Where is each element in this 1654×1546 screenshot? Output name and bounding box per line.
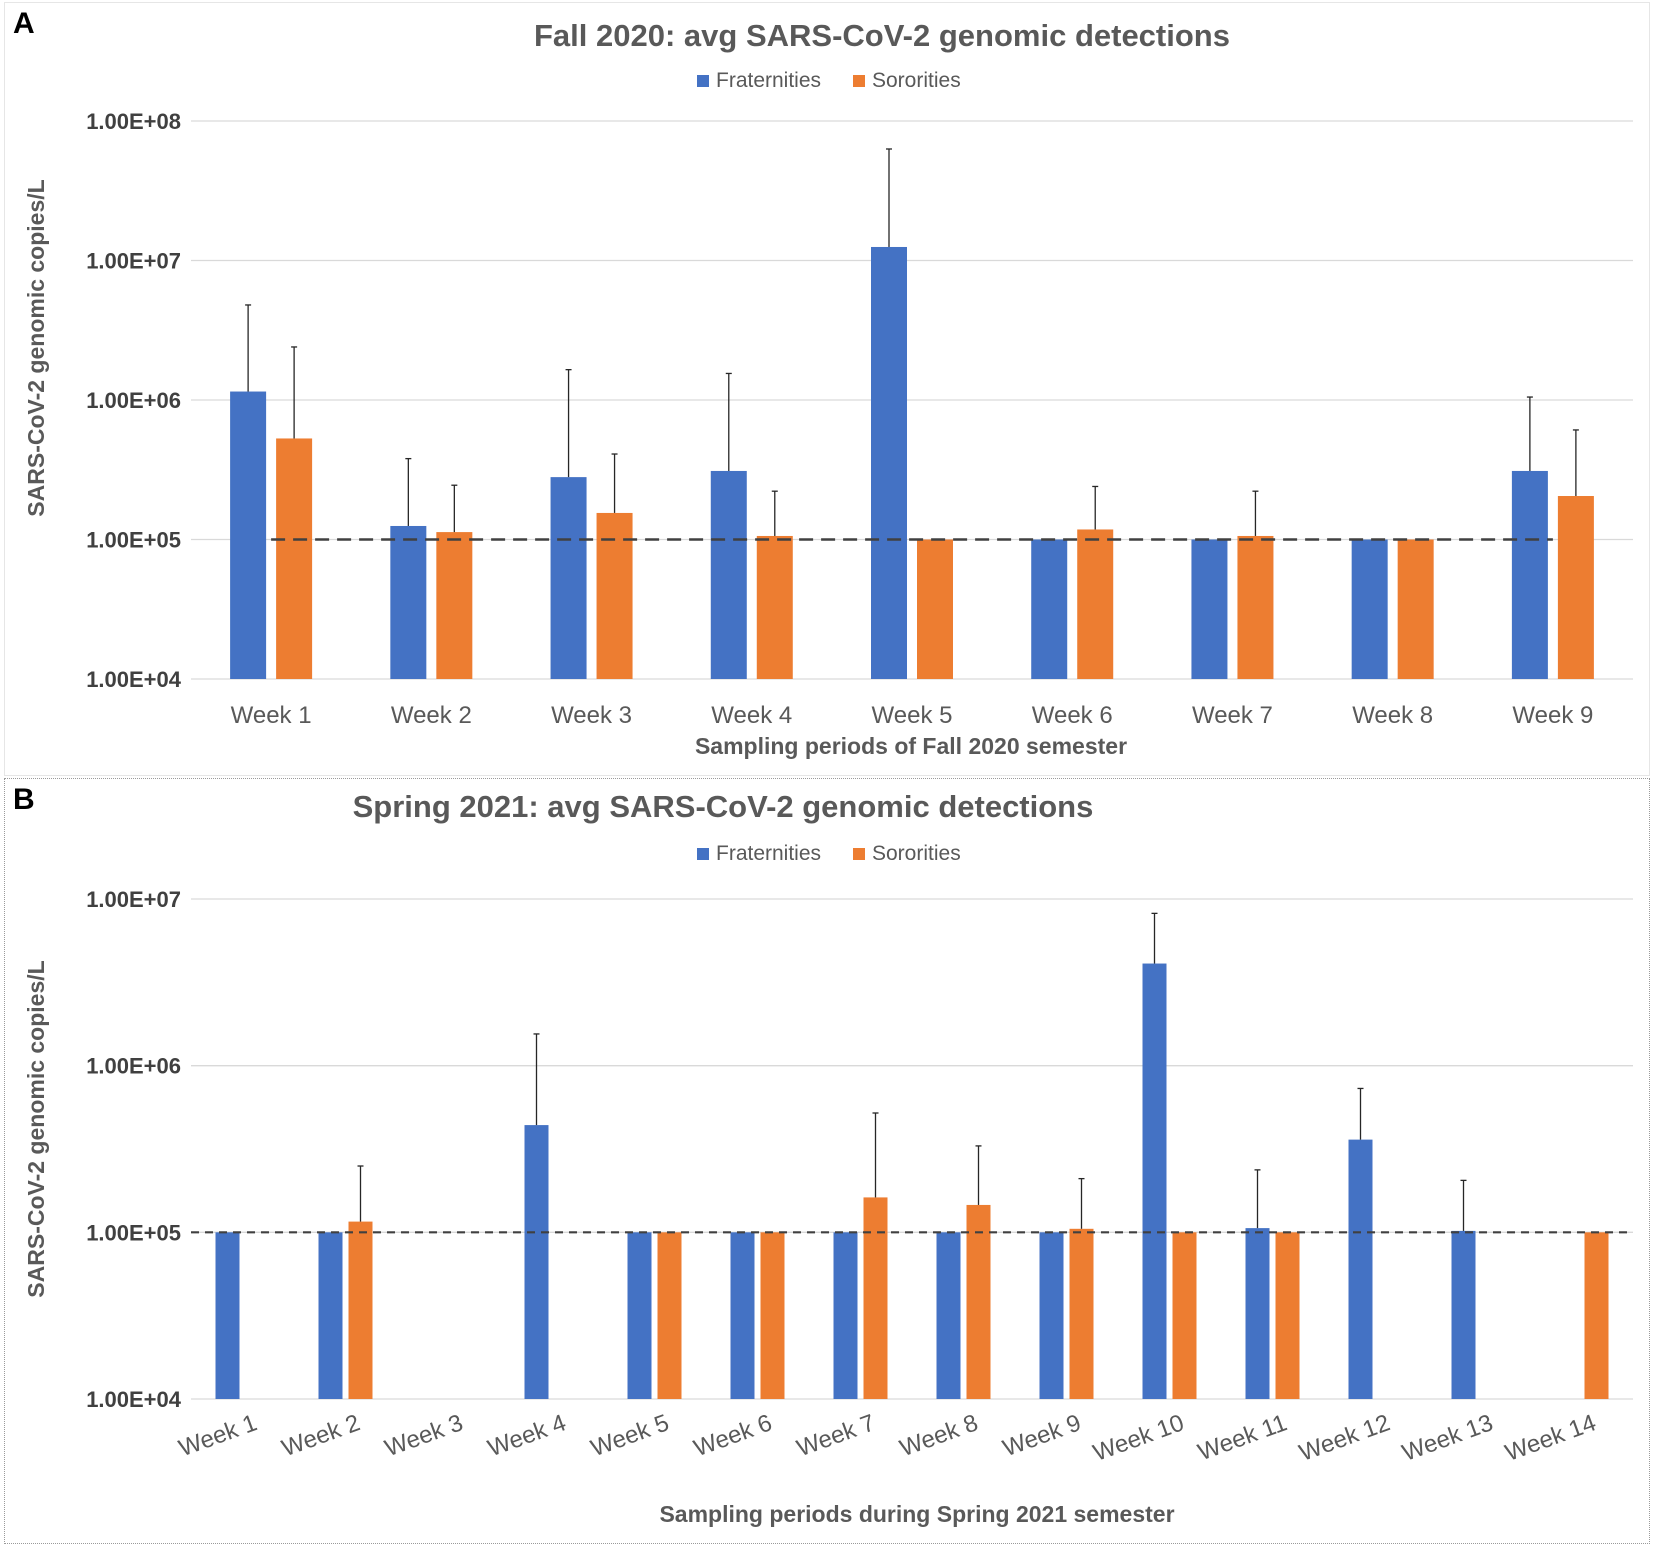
bar-sororities-week-7 (1237, 535, 1274, 679)
chart-a-title: Fall 2020: avg SARS-CoV-2 genomic detect… (534, 18, 1230, 53)
x-tick-label: Week 9 (999, 1409, 1084, 1462)
y-tick-label: 1.00E+04 (86, 667, 182, 692)
bar-sororities-week-9 (1557, 496, 1594, 679)
x-tick-label: Week 1 (231, 702, 312, 729)
bar-fraternities-week-7 (833, 1232, 858, 1399)
bar-sororities-week-3 (596, 512, 633, 679)
bar-sororities-week-11 (1275, 1232, 1300, 1399)
x-tick-label: Week 4 (484, 1409, 569, 1462)
legend-a-sororities-swatch (853, 75, 865, 87)
bar-fraternities-week-4 (710, 470, 747, 679)
bar-fraternities-week-7 (1191, 539, 1228, 679)
chart-b-title: Spring 2021: avg SARS-CoV-2 genomic dete… (353, 789, 1094, 824)
chart-a-legend: Fraternities Sororities (697, 69, 961, 92)
y-tick-label: 1.00E+07 (86, 249, 181, 274)
bar-fraternities-week-2 (390, 525, 427, 679)
y-tick-label: 1.00E+06 (86, 1054, 181, 1079)
bar-fraternities-week-2 (318, 1232, 343, 1399)
x-tick-label: Week 5 (587, 1409, 672, 1462)
x-tick-label: Week 10 (1090, 1409, 1188, 1467)
x-tick-label: Week 12 (1296, 1409, 1394, 1467)
x-tick-label: Week 11 (1194, 1409, 1290, 1466)
x-tick-label: Week 3 (551, 702, 632, 729)
bar-sororities-week-8 (1397, 539, 1434, 679)
bar-fraternities-week-5 (871, 246, 907, 679)
bar-fraternities-week-1 (230, 391, 267, 679)
x-tick-label: Week 2 (278, 1409, 363, 1462)
chart-b-y-axis-title: SARS-CoV-2 genomic copies/L (23, 960, 49, 1297)
chart-a-y-axis-title: SARS-CoV-2 genomic copies/L (23, 179, 49, 516)
y-tick-label: 1.00E+05 (86, 528, 181, 553)
chart-panel-a: A Fall 2020: avg SARS-CoV-2 genomic dete… (4, 2, 1650, 776)
x-tick-label: Week 7 (793, 1409, 878, 1462)
chart-a-x-axis-title: Sampling periods of Fall 2020 semester (695, 733, 1127, 759)
bar-fraternities-week-1 (215, 1232, 240, 1399)
x-tick-label: Week 6 (690, 1409, 775, 1462)
chart-b-x-axis-title: Sampling periods during Spring 2021 seme… (659, 1501, 1174, 1527)
bar-fraternities-week-6 (1031, 539, 1068, 679)
bar-sororities-week-8 (966, 1204, 991, 1399)
bar-sororities-week-4 (756, 535, 793, 679)
x-tick-label: Week 9 (1512, 702, 1593, 729)
x-tick-label: Week 6 (1032, 702, 1113, 729)
bar-fraternities-week-12 (1348, 1139, 1373, 1399)
legend-a-sororities-label: Sororities (872, 69, 961, 92)
chart-a-plot-area: 1.00E+04 1.00E+05 1.00E+06 1.00E+07 1.00E+08… (86, 109, 1633, 729)
bar-fraternities-week-8 (1351, 539, 1388, 679)
x-tick-label: Week 2 (391, 702, 472, 729)
bar-sororities-week-1 (276, 438, 313, 679)
bar-fraternities-week-6 (730, 1232, 755, 1399)
bar-fraternities-week-13 (1451, 1230, 1476, 1399)
legend-b-fraternities-swatch (697, 848, 709, 860)
bar-sororities-week-2 (436, 532, 473, 679)
x-tick-label: Week 14 (1502, 1409, 1600, 1467)
bar-sororities-week-14 (1584, 1232, 1609, 1399)
bar-fraternities-week-10 (1142, 963, 1167, 1399)
bar-sororities-week-7 (863, 1197, 888, 1399)
bar-fraternities-week-9 (1039, 1232, 1064, 1399)
chart-b-legend: Fraternities Sororities (697, 842, 961, 865)
chart-b-svg: Spring 2021: avg SARS-CoV-2 genomic dete… (23, 789, 1633, 1527)
bar-fraternities-week-11 (1245, 1228, 1270, 1399)
legend-b-sororities-swatch (853, 848, 865, 860)
bar-sororities-week-5 (657, 1232, 682, 1399)
bar-fraternities-week-9 (1511, 470, 1548, 679)
y-tick-label: 1.00E+08 (86, 109, 181, 134)
y-tick-label: 1.00E+07 (86, 887, 181, 912)
bar-sororities-week-5 (917, 539, 953, 679)
x-tick-label: Week 8 (1352, 702, 1433, 729)
bar-sororities-week-10 (1172, 1232, 1197, 1399)
bar-fraternities-week-8 (936, 1232, 961, 1399)
panel-label-a: A (13, 7, 35, 40)
bar-sororities-week-6 (1077, 529, 1114, 679)
legend-a-fraternities-label: Fraternities (716, 69, 821, 92)
y-tick-label: 1.00E+05 (86, 1220, 181, 1245)
bar-sororities-week-2 (348, 1221, 373, 1399)
legend-b-sororities-label: Sororities (872, 842, 961, 865)
x-tick-label: Week 13 (1399, 1409, 1497, 1467)
legend-b-fraternities-label: Fraternities (716, 842, 821, 865)
x-tick-label: Week 8 (896, 1409, 981, 1462)
x-tick-label: Week 1 (175, 1409, 260, 1462)
bar-sororities-week-9 (1069, 1228, 1094, 1399)
y-tick-label: 1.00E+04 (86, 1387, 182, 1412)
x-tick-label: Week 4 (711, 702, 792, 729)
bar-sororities-week-6 (760, 1232, 785, 1399)
chart-panel-b: B Spring 2021: avg SARS-CoV-2 genomic de… (4, 778, 1650, 1544)
x-tick-label: Week 7 (1192, 702, 1273, 729)
panel-label-b: B (13, 783, 35, 816)
x-tick-label: Week 5 (872, 702, 953, 729)
chart-a-svg: Fall 2020: avg SARS-CoV-2 genomic detect… (23, 18, 1633, 759)
legend-a-fraternities-swatch (697, 75, 709, 87)
bar-fraternities-week-4 (524, 1125, 549, 1399)
bar-fraternities-week-5 (627, 1232, 652, 1399)
bar-fraternities-week-3 (550, 477, 587, 679)
x-tick-label: Week 3 (381, 1409, 466, 1462)
y-tick-label: 1.00E+06 (86, 388, 181, 413)
chart-b-plot-area: 1.00E+04 1.00E+05 1.00E+06 1.00E+07 Week 1 We… (86, 887, 1633, 1467)
